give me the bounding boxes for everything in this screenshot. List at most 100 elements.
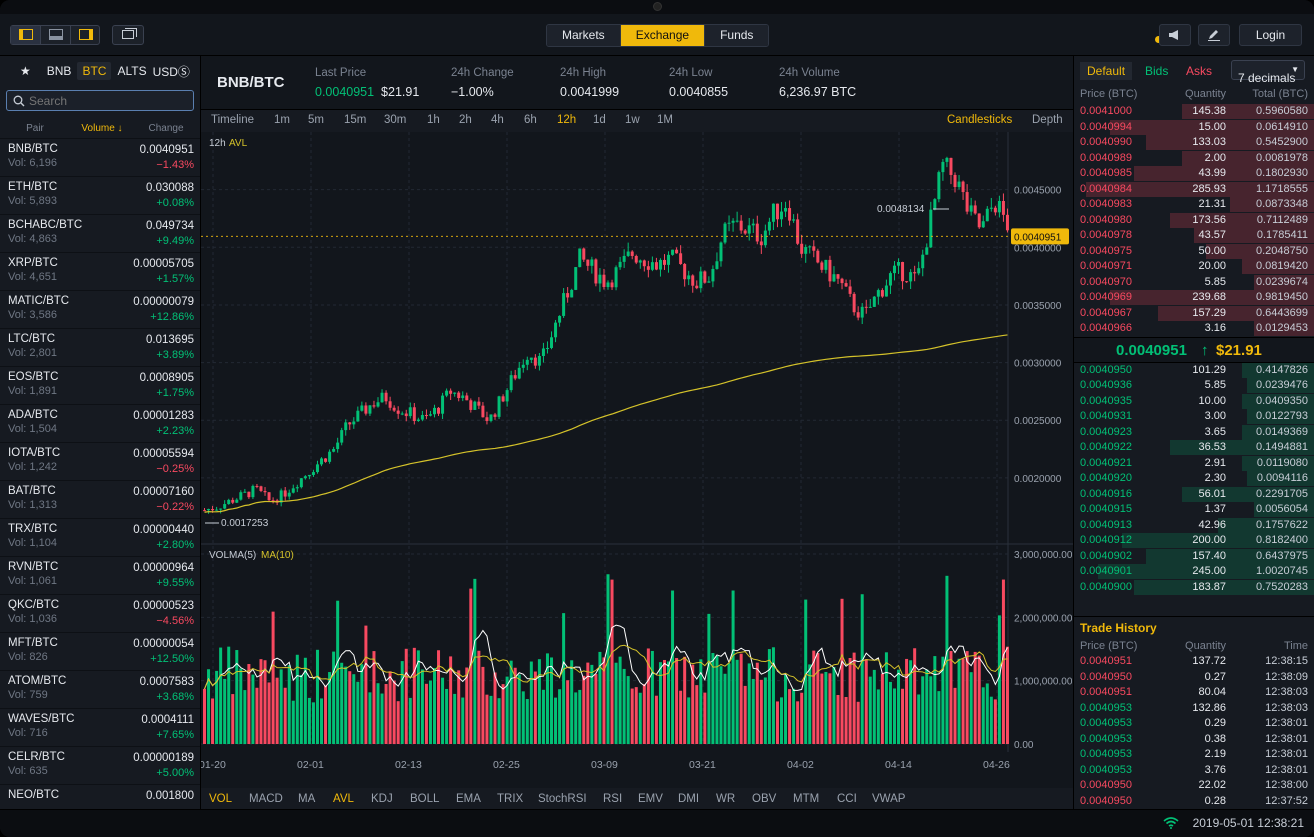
indicator-avl[interactable]: AVL [333,793,354,805]
bid-row[interactable]: 0.0040900 183.87 0.7520283 [1074,579,1314,596]
indicator-dmi[interactable]: DMI [678,793,700,805]
col-volume[interactable]: Volume ↓ [81,123,123,134]
layout-right-panel-button[interactable] [71,26,101,44]
market-row[interactable]: BCHABC/BTC 0.049734 Vol: 4,863 +9.49% [0,215,200,253]
tab-bids[interactable]: Bids [1145,64,1169,78]
ask-row[interactable]: 0.0040966 3.16 0.0129453 [1074,321,1314,337]
ask-row[interactable]: 0.0040989 2.00 0.0081978 [1074,150,1314,167]
interval-5m[interactable]: 5m [308,114,324,126]
tab-favorites[interactable]: ★ [20,64,31,78]
bid-row[interactable]: 0.0040923 3.65 0.0149369 [1074,424,1314,441]
market-row[interactable]: MFT/BTC 0.00000054 Vol: 826 +12.50% [0,633,200,671]
market-row[interactable]: ATOM/BTC 0.0007583 Vol: 759 +3.68% [0,671,200,709]
interval-30m[interactable]: 30m [384,114,407,126]
indicator-emv[interactable]: EMV [638,793,663,805]
bid-row[interactable]: 0.0040913 42.96 0.1757622 [1074,517,1314,534]
ask-row[interactable]: 0.0040975 50.00 0.2048750 [1074,243,1314,260]
indicator-vol[interactable]: VOL [209,793,233,805]
indicator-boll[interactable]: BOLL [410,793,440,805]
window-mode-button[interactable] [112,25,144,45]
bid-row[interactable]: 0.0040935 10.00 0.0409350 [1074,393,1314,410]
interval-1d[interactable]: 1d [593,114,606,126]
indicator-obv[interactable]: OBV [752,793,777,805]
announcements-button[interactable] [1159,24,1191,46]
ask-row[interactable]: 0.0040980 173.56 0.7112489 [1074,212,1314,229]
bid-row[interactable]: 0.0040915 1.37 0.0056054 [1074,502,1314,518]
tab-btc[interactable]: BTC [77,62,112,80]
ask-row[interactable]: 0.0040967 157.29 0.6443699 [1074,305,1314,322]
ask-row[interactable]: 0.0040990 133.03 0.5452900 [1074,135,1314,151]
market-row[interactable]: ETH/BTC 0.030088 Vol: 5,893 +0.08% [0,177,200,215]
bid-row[interactable]: 0.0040901 245.00 1.0020745 [1074,564,1314,580]
indicator-rsi[interactable]: RSI [603,793,623,805]
bid-row[interactable]: 0.0040936 5.85 0.0239476 [1074,378,1314,394]
ask-row[interactable]: 0.0040985 43.99 0.1802930 [1074,166,1314,182]
indicator-trix[interactable]: TRIX [497,793,524,805]
indicator-mtm[interactable]: MTM [793,793,820,805]
layout-bottom-panel-button[interactable] [41,26,71,44]
ask-row[interactable]: 0.0040983 21.31 0.0873348 [1074,197,1314,213]
depth-toggle[interactable]: Depth [1032,114,1063,126]
market-row[interactable]: LTC/BTC 0.013695 Vol: 2,801 +3.89% [0,329,200,367]
tab-default[interactable]: Default [1080,62,1133,80]
bid-row[interactable]: 0.0040931 3.00 0.0122793 [1074,409,1314,425]
layout-left-panel-button[interactable] [11,26,41,44]
nav-exchange[interactable]: Exchange [620,25,706,46]
market-row[interactable]: MATIC/BTC 0.00000079 Vol: 3,586 +12.86% [0,291,200,329]
market-row[interactable]: RVN/BTC 0.00000964 Vol: 1,061 +9.55% [0,557,200,595]
interval-6h[interactable]: 6h [524,114,537,126]
tab-alts[interactable]: ALTS [117,64,147,78]
price-chart[interactable]: 0.0045000 0.0040000 0.0035000 0.0030000 0.00… [201,132,1073,788]
interval-1h[interactable]: 1h [427,114,440,126]
interval-1M[interactable]: 1M [657,114,673,126]
interval-1m[interactable]: 1m [274,114,290,126]
indicator-ema[interactable]: EMA [456,793,481,805]
indicator-cci[interactable]: CCI [837,793,857,805]
interval-12h[interactable]: 12h [557,114,577,126]
indicator-stochrsi[interactable]: StochRSI [538,793,587,805]
search-input[interactable] [29,93,189,108]
market-row[interactable]: ADA/BTC 0.00001283 Vol: 1,504 +2.23% [0,405,200,443]
indicator-macd[interactable]: MACD [249,793,283,805]
bid-row[interactable]: 0.0040912 200.00 0.8182400 [1074,533,1314,549]
nav-markets[interactable]: Markets [547,25,621,46]
bid-row[interactable]: 0.0040950 101.29 0.4147826 [1074,362,1314,379]
indicator-kdj[interactable]: KDJ [371,793,393,805]
tab-usd[interactable]: USDⓈ [152,64,190,79]
interval-1w[interactable]: 1w [625,114,640,126]
ask-row[interactable]: 0.0040994 15.00 0.0614910 [1074,119,1314,136]
market-row[interactable]: IOTA/BTC 0.00005594 Vol: 1,242 −0.25% [0,443,200,481]
nav-funds[interactable]: Funds [705,25,769,46]
orderbook-last-price[interactable]: 0.0040951 ↑ $21.91 [1074,336,1314,363]
indicator-wr[interactable]: WR [716,793,736,805]
bid-row[interactable]: 0.0040920 2.30 0.0094116 [1074,471,1314,487]
ask-row[interactable]: 0.0040969 239.68 0.9819450 [1074,290,1314,306]
ask-row[interactable]: 0.0040984 285.93 1.1718555 [1074,181,1314,198]
market-row[interactable]: TRX/BTC 0.00000440 Vol: 1,104 +2.80% [0,519,200,557]
market-row[interactable]: QKC/BTC 0.00000523 Vol: 1,036 −4.56% [0,595,200,633]
search-box[interactable] [6,90,194,111]
indicator-ma[interactable]: MA [298,793,316,805]
tab-asks[interactable]: Asks [1186,64,1213,78]
col-change[interactable]: Change [148,123,184,134]
indicator-vwap[interactable]: VWAP [872,793,906,805]
interval-timeline[interactable]: Timeline [211,114,255,126]
ask-row[interactable]: 0.0040978 43.57 0.1785411 [1074,228,1314,244]
col-pair[interactable]: Pair [26,123,44,134]
market-row[interactable]: CELR/BTC 0.00000189 Vol: 635 +5.00% [0,747,200,785]
login-button[interactable]: Login [1239,24,1302,46]
interval-2h[interactable]: 2h [459,114,472,126]
interval-4h[interactable]: 4h [491,114,504,126]
bid-row[interactable]: 0.0040902 157.40 0.6437975 [1074,548,1314,565]
decimals-select[interactable]: 7 decimals ▼ [1231,60,1305,85]
market-row[interactable]: XRP/BTC 0.00005705 Vol: 4,651 +1.57% [0,253,200,291]
tab-bnb[interactable]: BNB [46,64,72,78]
bid-row[interactable]: 0.0040922 36.53 0.1494881 [1074,440,1314,456]
interval-15m[interactable]: 15m [344,114,367,126]
bid-row[interactable]: 0.0040921 2.91 0.0119080 [1074,455,1314,472]
ask-row[interactable]: 0.0040971 20.00 0.0819420 [1074,259,1314,275]
edit-button[interactable] [1198,24,1230,46]
market-row[interactable]: BAT/BTC 0.00007160 Vol: 1,313 −0.22% [0,481,200,519]
candlesticks-toggle[interactable]: Candlesticks [947,114,1013,126]
ask-row[interactable]: 0.0040970 5.85 0.0239674 [1074,274,1314,291]
